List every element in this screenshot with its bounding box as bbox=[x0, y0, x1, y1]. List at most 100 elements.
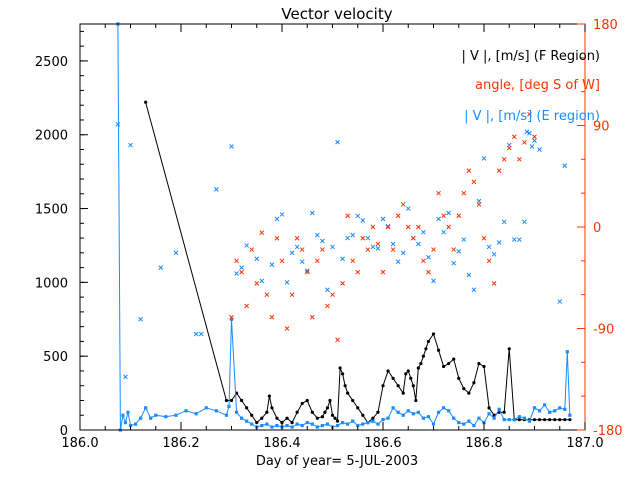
data-point bbox=[562, 163, 568, 169]
data-point bbox=[411, 412, 415, 416]
data-point bbox=[173, 250, 179, 256]
data-point bbox=[240, 416, 244, 420]
data-point bbox=[250, 422, 254, 426]
data-point bbox=[310, 410, 314, 414]
data-point bbox=[462, 422, 466, 426]
data-point bbox=[279, 258, 285, 264]
legend-entry-f-region: | V |, [m/s] (F Region) bbox=[461, 49, 600, 64]
data-point bbox=[300, 423, 304, 428]
data-point bbox=[421, 229, 426, 235]
data-point bbox=[431, 278, 436, 284]
data-point bbox=[274, 235, 280, 241]
data-point bbox=[386, 416, 390, 420]
data-point bbox=[265, 410, 269, 414]
data-point bbox=[299, 247, 305, 252]
data-point bbox=[436, 190, 441, 196]
data-point bbox=[128, 423, 133, 428]
data-point bbox=[305, 398, 309, 403]
data-point bbox=[405, 206, 411, 211]
data-point bbox=[376, 410, 380, 414]
data-point bbox=[234, 271, 239, 276]
data-point bbox=[537, 147, 542, 152]
data-point bbox=[198, 331, 204, 337]
data-point bbox=[405, 224, 411, 230]
data-point bbox=[193, 331, 199, 337]
data-point bbox=[270, 425, 274, 429]
data-point bbox=[426, 269, 431, 275]
data-point bbox=[431, 422, 436, 426]
data-point bbox=[121, 413, 125, 417]
data-point bbox=[415, 224, 421, 230]
data-point bbox=[174, 413, 178, 417]
data-point bbox=[194, 412, 198, 416]
data-point bbox=[315, 416, 319, 420]
data-point bbox=[254, 256, 260, 262]
x-tick-label: 186.6 bbox=[364, 436, 401, 451]
data-point bbox=[361, 413, 365, 417]
data-point bbox=[224, 413, 229, 417]
data-point bbox=[234, 258, 239, 264]
y-right-tick-label: -180 bbox=[593, 424, 623, 439]
data-point bbox=[361, 422, 365, 426]
data-point bbox=[376, 422, 380, 426]
data-point bbox=[396, 384, 400, 388]
data-point bbox=[335, 419, 340, 423]
data-point bbox=[421, 258, 426, 264]
data-point bbox=[375, 246, 381, 251]
data-point bbox=[553, 418, 557, 422]
data-point bbox=[471, 287, 477, 293]
data-point bbox=[275, 416, 279, 420]
data-point bbox=[527, 130, 532, 136]
data-point bbox=[320, 423, 324, 428]
data-point bbox=[411, 384, 415, 388]
data-point bbox=[390, 247, 396, 252]
series-2 bbox=[115, 122, 568, 380]
data-point bbox=[115, 122, 121, 127]
data-point bbox=[424, 347, 428, 351]
data-point bbox=[330, 413, 335, 417]
data-point bbox=[436, 216, 441, 222]
y-right-tick-label: -90 bbox=[593, 323, 614, 338]
data-point bbox=[284, 280, 290, 285]
data-point bbox=[314, 232, 320, 238]
data-point bbox=[341, 372, 345, 376]
data-point bbox=[446, 210, 452, 216]
ticks-layer: 186.0 186.2 186.4 186.6 186.8 187.0 0 500 1000 15… bbox=[35, 18, 623, 451]
data-point bbox=[527, 111, 532, 117]
data-point bbox=[314, 258, 320, 264]
data-point bbox=[229, 144, 234, 149]
data-point bbox=[516, 237, 522, 242]
data-point bbox=[285, 416, 289, 420]
data-point bbox=[406, 369, 410, 373]
data-point bbox=[400, 202, 406, 207]
data-point bbox=[265, 422, 269, 426]
data-point bbox=[416, 410, 420, 414]
data-point bbox=[568, 413, 572, 417]
y-left-tick-label: 0 bbox=[60, 424, 68, 439]
y-right-tick-label: 0 bbox=[593, 221, 601, 236]
data-point bbox=[144, 100, 148, 104]
data-point bbox=[451, 247, 457, 252]
y-left-tick-label: 2500 bbox=[35, 55, 68, 70]
data-point bbox=[309, 210, 315, 216]
data-point bbox=[558, 406, 562, 410]
data-point bbox=[548, 418, 552, 422]
data-point bbox=[457, 421, 461, 425]
data-point bbox=[338, 366, 342, 370]
data-point bbox=[144, 406, 148, 410]
data-point bbox=[456, 213, 462, 219]
data-point bbox=[370, 224, 376, 230]
data-point bbox=[487, 412, 491, 416]
data-point bbox=[416, 366, 420, 370]
data-point bbox=[355, 213, 361, 219]
data-point bbox=[375, 241, 381, 247]
data-point bbox=[396, 410, 400, 414]
data-point bbox=[249, 247, 255, 252]
data-point bbox=[477, 361, 481, 366]
data-point bbox=[426, 415, 431, 419]
data-point bbox=[300, 401, 304, 406]
legend-entry-e-region: | V |, [m/s] (E region) bbox=[464, 109, 600, 124]
data-point bbox=[224, 398, 229, 403]
data-point bbox=[351, 398, 355, 403]
data-point bbox=[512, 418, 516, 422]
